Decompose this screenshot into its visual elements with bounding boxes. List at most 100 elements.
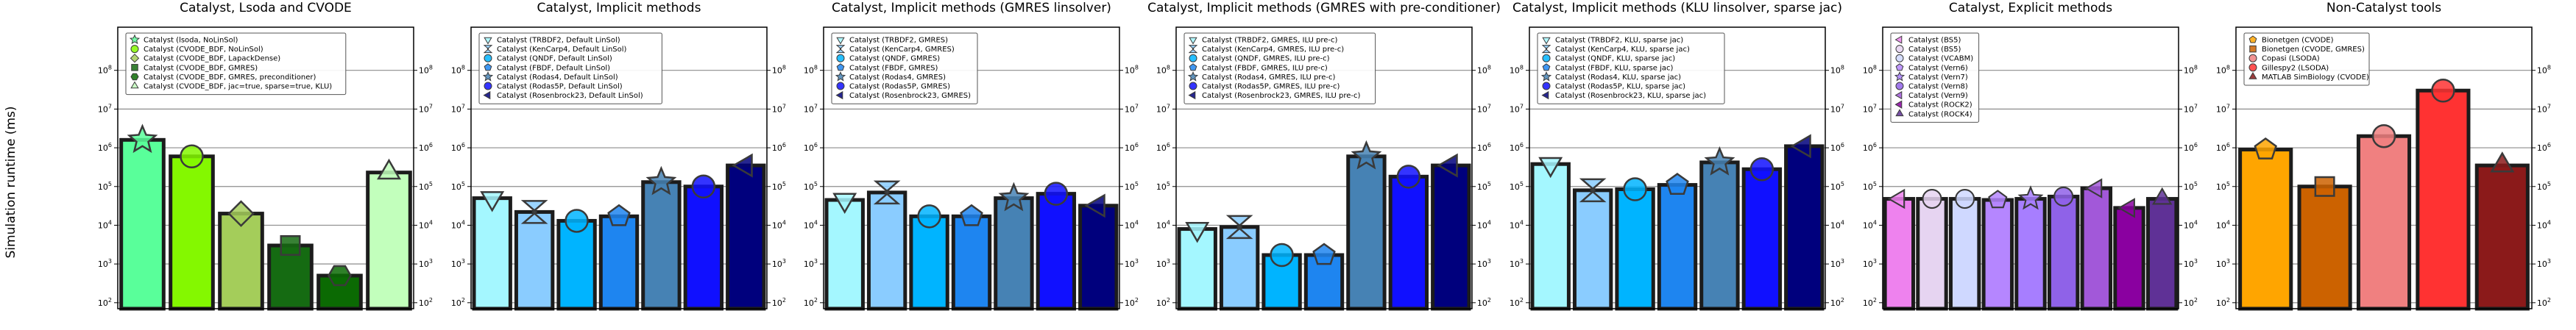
legend-label: Catalyst (CVODE_BDF, GMRES) [144, 64, 258, 72]
y-tick-exponent: 4 [1135, 219, 1139, 226]
y-tick-label: 103 [98, 258, 112, 269]
legend-marker [1188, 45, 1198, 54]
y-tick-label: 108 [2184, 65, 2198, 76]
bar-marker [1955, 189, 1975, 209]
y-tick-exponent: 5 [1841, 181, 1844, 187]
legend-box [478, 32, 662, 104]
panel-7: Non-Catalyst tools 102 102 103 103 104 104 105 1… [2216, 1, 2551, 311]
legend-label: Catalyst (TRBDF2, Default LinSol) [497, 37, 620, 45]
bar [1981, 198, 2014, 311]
legend-box [1890, 32, 1980, 123]
y-tick-label: 103 [451, 258, 465, 269]
legend-label: Catalyst (Rosenbrock23, KLU, sparse jac) [1555, 92, 1706, 100]
y-tick-label: 106 [1477, 142, 1491, 153]
y-tick-exponent: 5 [1873, 181, 1877, 187]
y-tick-exponent: 2 [429, 297, 433, 304]
y-tick-label: 108 [1510, 65, 1524, 76]
legend-label: Catalyst (QNDF, GMRES) [849, 55, 940, 63]
legend-label: Catalyst (Rosenbrock23, Default LinSol) [497, 92, 643, 100]
y-tick-label: 106 [2216, 142, 2230, 153]
y-tick-label: 104 [1477, 219, 1491, 230]
y-tick-label: 103 [2184, 258, 2198, 269]
y-tick-exponent: 6 [429, 142, 433, 148]
legend-label: Catalyst (lsoda, NoLinSol) [144, 37, 238, 45]
y-tick-exponent: 8 [1487, 65, 1491, 71]
y-tick-exponent: 2 [461, 297, 465, 304]
y-tick-label: 107 [2537, 103, 2551, 114]
panel-title: Catalyst, Lsoda and CVODE [180, 1, 352, 15]
legend-marker [836, 37, 845, 45]
bar [2113, 206, 2145, 311]
y-tick-label: 105 [1125, 181, 1139, 192]
y-tick-exponent: 4 [2194, 219, 2198, 226]
bar-marker [377, 158, 401, 180]
y-tick-exponent: 3 [782, 258, 786, 265]
y-tick-label: 106 [772, 142, 786, 153]
bar [1948, 197, 1981, 311]
legend-marker [129, 34, 141, 45]
y-tick-label: 102 [1830, 297, 1844, 308]
plot-frame [470, 26, 768, 309]
legend-box [1537, 32, 1725, 104]
panel-5: Catalyst, Implicit methods (KLU linsolve… [1510, 1, 1844, 311]
bar [1883, 197, 1916, 311]
legend-label: Catalyst (FBDF, Default LinSol) [497, 64, 610, 72]
y-tick-label: 103 [1863, 258, 1877, 269]
y-tick-label: 106 [1125, 142, 1139, 153]
bar-marker [1084, 193, 1105, 218]
panel-title: Catalyst, Implicit methods (KLU linsolve… [1512, 1, 1842, 15]
y-tick-exponent: 3 [2547, 258, 2551, 265]
y-tick-exponent: 3 [1841, 258, 1844, 265]
bar [2416, 88, 2471, 311]
y-tick-exponent: 2 [108, 297, 112, 304]
y-tick-exponent: 5 [1135, 181, 1139, 187]
panel-title: Catalyst, Implicit methods [537, 1, 701, 15]
bar-marker [2431, 78, 2455, 103]
y-tick-label: 105 [772, 181, 786, 192]
y-tick-exponent: 7 [1487, 103, 1491, 110]
legend-label: Gillespy2 (LSODA) [2262, 64, 2329, 72]
y-tick-label: 106 [451, 142, 465, 153]
bar [1916, 197, 1948, 311]
bar-marker [2117, 198, 2135, 218]
bar [2145, 197, 2179, 311]
bar [1572, 188, 1613, 311]
y-tick-exponent: 7 [461, 103, 465, 110]
plot-frame [117, 26, 414, 309]
legend-label: Catalyst (ROCK2) [1908, 101, 1972, 110]
bar [1784, 144, 1825, 311]
y-tick-label: 102 [772, 297, 786, 308]
legend-label: Catalyst (VCABM) [1908, 55, 1973, 63]
y-tick-exponent: 6 [1520, 142, 1524, 148]
bar [866, 190, 907, 311]
legend-label: Bionetgen (CVODE) [2262, 37, 2334, 45]
legend-label: Catalyst (Vern9) [1908, 92, 1968, 100]
bar-marker [328, 265, 352, 287]
y-tick-label: 105 [1510, 181, 1524, 192]
y-tick-label: 105 [804, 181, 818, 192]
y-tick-label: 102 [804, 297, 818, 308]
y-tick-label: 104 [1125, 219, 1139, 230]
legend-marker [130, 73, 139, 81]
y-tick-exponent: 8 [429, 65, 433, 71]
legend-marker [1894, 71, 1906, 82]
bar [119, 137, 166, 311]
bar [2047, 194, 2080, 311]
y-tick-exponent: 8 [1873, 65, 1877, 71]
legend-label: Catalyst (Rodas5P, GMRES) [849, 83, 950, 91]
y-tick-label: 104 [2537, 219, 2551, 230]
legend-label: Catalyst (Rodas4, GMRES) [849, 73, 946, 82]
bar [2356, 134, 2412, 311]
legend-label: Catalyst (QNDF, Default LinSol) [497, 55, 612, 63]
y-tick-label: 107 [1125, 103, 1139, 114]
y-tick-exponent: 6 [461, 142, 465, 148]
y-tick-label: 102 [1477, 297, 1491, 308]
bar [169, 154, 215, 311]
y-tick-label: 107 [451, 103, 465, 114]
y-tick-label: 106 [1510, 142, 1524, 153]
legend-label: Catalyst (KenCarp4, Default LinSol) [497, 46, 627, 54]
bar-marker [1270, 243, 1294, 268]
legend-label: Catalyst (Rosenbrock23, GMRES, ILU pre-c… [1202, 92, 1360, 100]
bar [366, 171, 412, 311]
y-tick-label: 107 [2216, 103, 2230, 114]
